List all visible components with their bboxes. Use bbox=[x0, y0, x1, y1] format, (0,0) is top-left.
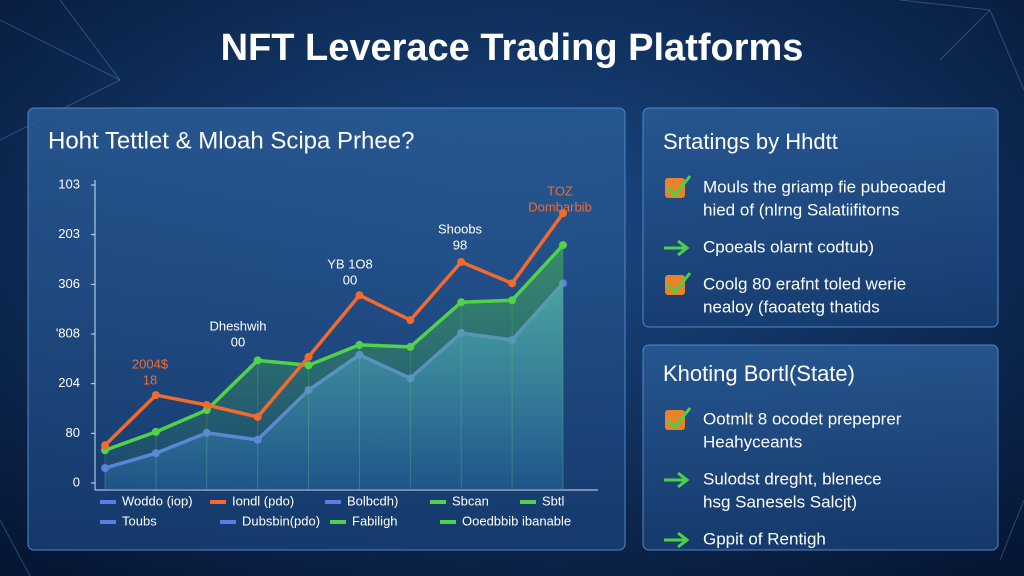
point bbox=[101, 441, 109, 450]
point bbox=[202, 401, 211, 410]
point bbox=[304, 361, 313, 370]
panel-item: Mouls the griamp fie pubeoaded bbox=[703, 177, 946, 196]
annotation: TOZ bbox=[547, 183, 573, 198]
point bbox=[559, 209, 567, 218]
point bbox=[508, 296, 517, 305]
point bbox=[253, 356, 262, 365]
annotation: Dheshwih bbox=[209, 318, 266, 333]
point bbox=[151, 427, 160, 436]
check-icon bbox=[665, 275, 685, 295]
panel-item: Sulodst dreght, blenece bbox=[703, 469, 882, 488]
annotation: YB 1O8 bbox=[327, 256, 373, 271]
panel-title: Srtatings by Hhdtt bbox=[663, 129, 838, 154]
area bbox=[105, 245, 563, 490]
arrow-icon bbox=[664, 471, 690, 489]
annotation: 2004$ bbox=[132, 356, 169, 371]
check-icon bbox=[665, 410, 685, 430]
y-tick-label: 0 bbox=[73, 474, 80, 489]
panel-title: Khoting Bortl(State) bbox=[663, 361, 855, 386]
panel-item: Ootmlt 8 ocodet prepeprer bbox=[703, 409, 902, 428]
point bbox=[253, 412, 262, 421]
series-line bbox=[104, 243, 565, 452]
annotation: 00 bbox=[231, 334, 245, 349]
annotation: 98 bbox=[453, 237, 467, 252]
y-tick-label: 80 bbox=[66, 425, 80, 440]
point bbox=[151, 391, 160, 400]
annotation: Shoobs bbox=[438, 221, 483, 236]
point bbox=[457, 257, 466, 266]
y-tick-label: 306 bbox=[58, 276, 80, 291]
point bbox=[355, 340, 364, 349]
y-tick-label: 103 bbox=[58, 176, 80, 191]
point bbox=[304, 352, 313, 361]
annotation: 00 bbox=[343, 272, 357, 287]
legend-label: Toubs bbox=[122, 513, 157, 528]
legend-label: Sbcan bbox=[452, 493, 489, 508]
y-tick-label: '808 bbox=[56, 325, 80, 340]
y-tick-label: 203 bbox=[58, 226, 80, 241]
panel-item: hsg Sanesels Salcjt) bbox=[703, 492, 857, 511]
panel-item: Coolg 80 erafnt toled werie bbox=[703, 274, 906, 293]
legend-label: Dubsbin(pdo) bbox=[242, 513, 320, 528]
y-tick-label: 204 bbox=[58, 375, 80, 390]
legend-label: Iondl (pdo) bbox=[232, 493, 294, 508]
check-icon bbox=[665, 178, 685, 198]
legend-label: Fabiligh bbox=[352, 513, 398, 528]
point bbox=[508, 279, 517, 288]
point bbox=[457, 298, 466, 307]
point bbox=[406, 316, 415, 325]
annotation: 18 bbox=[143, 372, 157, 387]
panel-item: Heahyceants bbox=[703, 432, 802, 451]
point bbox=[559, 241, 567, 250]
info-panel bbox=[642, 107, 999, 328]
panel-item: Cpoeals olarnt codtub) bbox=[703, 237, 874, 256]
check-mark bbox=[666, 175, 692, 198]
legend-label: Bolbcdh) bbox=[347, 493, 398, 508]
info-panel bbox=[642, 344, 999, 551]
legend-label: Woddo (iop) bbox=[122, 493, 193, 508]
legend-label: Ooedbbib ibanable bbox=[462, 513, 571, 528]
point bbox=[406, 342, 415, 351]
check-mark bbox=[666, 272, 692, 295]
series-line bbox=[103, 212, 565, 447]
legend-label: Sbtl bbox=[542, 493, 565, 508]
point bbox=[355, 291, 364, 300]
panel-item: nealoy (faoatetg thatids bbox=[703, 297, 880, 316]
panel-item: hied of (nlrng Salatiifitorns bbox=[703, 200, 900, 219]
arrow-icon bbox=[664, 239, 690, 257]
panel-item: Gppit of Rentigh bbox=[703, 529, 826, 548]
chart-title: Hoht Tettlet & Mloah Scipa Prhee? bbox=[48, 127, 414, 154]
page-title: NFT Leverace Trading Platforms bbox=[221, 27, 804, 69]
check-mark bbox=[666, 407, 692, 430]
annotation: Dombarbib bbox=[528, 199, 592, 214]
arrow-icon bbox=[664, 531, 690, 549]
